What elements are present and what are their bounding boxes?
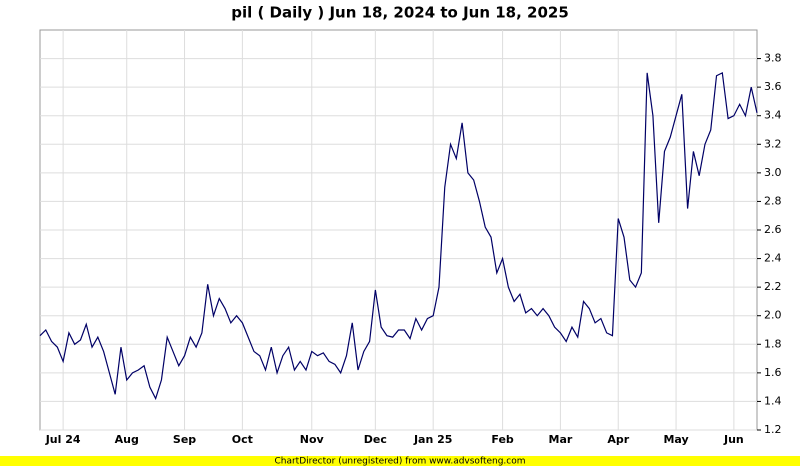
- y-tick-label: 2.8: [764, 194, 782, 207]
- x-tick-label: Dec: [364, 433, 387, 446]
- y-tick-label: 2.2: [764, 280, 782, 293]
- y-tick-label: 3.6: [764, 80, 782, 93]
- x-tick-label: Nov: [300, 433, 325, 446]
- price-line: [39, 71, 758, 401]
- y-tick-label: 2.6: [764, 223, 782, 236]
- x-tick-label: Apr: [607, 433, 629, 446]
- y-tick-label: 1.4: [764, 394, 782, 407]
- y-tick-label: 1.8: [764, 337, 782, 350]
- x-tick-label: Feb: [491, 433, 514, 446]
- y-tick-label: 3.8: [764, 52, 782, 65]
- y-tick-label: 2.4: [764, 252, 782, 265]
- y-tick-label: 3.4: [764, 109, 782, 122]
- x-tick-label: May: [663, 433, 688, 446]
- y-tick-label: 3.2: [764, 137, 782, 150]
- footer-band: [0, 456, 800, 466]
- footer: ChartDirector (unregistered) from www.ad…: [274, 457, 525, 467]
- x-tick-label: Jan 25: [413, 433, 452, 446]
- x-tick-label: Jun: [723, 433, 744, 446]
- x-tick-label: Sep: [173, 433, 196, 446]
- y-tick-label: 1.6: [764, 366, 782, 379]
- y-tick-label: 2.0: [764, 309, 782, 322]
- x-tick-label: Mar: [549, 433, 573, 446]
- y-tick-label: 1.2: [764, 423, 782, 436]
- x-tick-label: Jul 24: [45, 433, 81, 446]
- x-tick-label: Aug: [115, 433, 139, 446]
- y-tick-label: 3.0: [764, 166, 782, 179]
- chart-title: pil ( Daily ) Jun 18, 2024 to Jun 18, 20…: [231, 4, 569, 22]
- x-tick-label: Oct: [232, 433, 253, 446]
